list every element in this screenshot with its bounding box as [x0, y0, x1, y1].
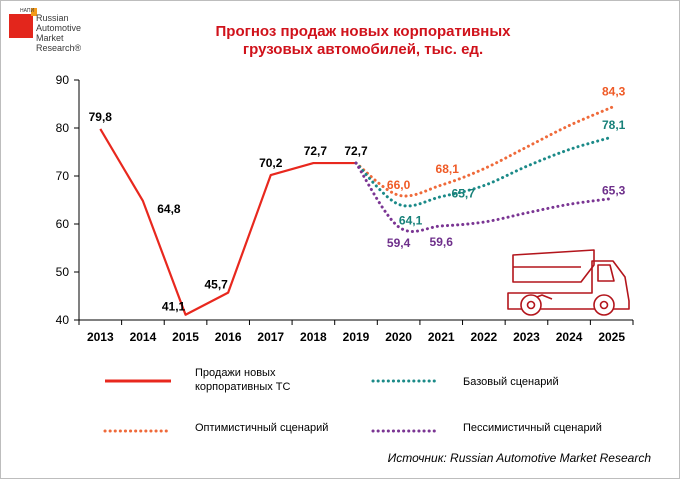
legend: Продажи новых корпоративных ТС Базовый с…	[103, 367, 602, 434]
logo-line-4: Research®	[36, 43, 82, 53]
dump-truck-icon	[507, 249, 630, 316]
logo-small-text: НАПИ	[20, 8, 34, 14]
chart-title-line-2: грузовых автомобилей, тыс. ед.	[243, 41, 483, 58]
legend-item-base: Базовый сценарий	[371, 376, 559, 388]
legend-label-pessimistic: Пессимистичный сценарий	[463, 422, 602, 434]
logo-line-2: Automotive	[36, 23, 81, 33]
y-tick-label-50: 50	[56, 265, 70, 279]
x-tick-label-2015: 2015	[172, 330, 199, 344]
x-tick-label-2014: 2014	[130, 330, 157, 344]
data-labels-group: 79,8 64,8 41,1 45,7 70,2 72,7 72,7 66,0 68,1 84,3…	[89, 84, 626, 313]
x-tick-label-2021: 2021	[428, 330, 455, 344]
x-tick-label-2019: 2019	[343, 330, 370, 344]
data-label-s0-2019: 72,7	[344, 144, 368, 158]
y-tick-label-60: 60	[56, 217, 70, 231]
data-label-s3-2025: 65,3	[602, 184, 626, 198]
data-label-s0-2018: 72,7	[304, 144, 328, 158]
data-label-s0-2015: 41,1	[162, 300, 186, 314]
source-note: Источник: Russian Automotive Market Rese…	[388, 451, 652, 465]
data-label-s1-2021: 68,1	[436, 162, 460, 176]
x-tick-label-2016: 2016	[215, 330, 242, 344]
x-tick-label-2025: 2025	[598, 330, 625, 344]
data-label-s2-2025: 78,1	[602, 118, 626, 132]
logo-red-square	[9, 14, 33, 38]
legend-label-optimistic: Оптимистичный сценарий	[195, 422, 328, 434]
legend-item-sales: Продажи новых корпоративных ТС	[105, 367, 291, 393]
y-tick-label-90: 90	[56, 73, 70, 87]
data-label-s1-2020: 66,0	[387, 178, 411, 192]
series-line-2	[354, 135, 614, 208]
data-label-s0-2014: 64,8	[157, 202, 181, 216]
data-label-s0-2013: 79,8	[89, 110, 113, 124]
x-tick-label-2017: 2017	[257, 330, 284, 344]
y-tick-label-70: 70	[56, 169, 70, 183]
logo-line-3: Market	[36, 33, 64, 43]
legend-label-sales-1: Продажи новых	[195, 367, 276, 379]
data-label-s3-2021: 59,6	[430, 235, 454, 249]
series-line-1	[354, 105, 614, 198]
chart-title-line-1: Прогноз продаж новых корпоративных	[216, 23, 512, 40]
x-tick-label-2018: 2018	[300, 330, 327, 344]
series-line-0	[99, 128, 356, 316]
x-tick-label-2022: 2022	[470, 330, 497, 344]
x-tick-label-2020: 2020	[385, 330, 412, 344]
y-axis: 40 50 60 70 80 90	[56, 73, 80, 327]
legend-item-pessimistic: Пессимистичный сценарий	[371, 422, 602, 434]
data-label-s2-2020: 64,1	[399, 213, 423, 227]
x-axis: 2013 2014 2015 2016 2017 2018 2019 2020 2021 2022…	[78, 319, 634, 344]
series-group	[99, 105, 614, 316]
logo-orange-square	[31, 8, 37, 16]
x-tick-label-2023: 2023	[513, 330, 540, 344]
y-tick-label-80: 80	[56, 121, 70, 135]
x-tick-label-2024: 2024	[556, 330, 583, 344]
legend-label-base: Базовый сценарий	[463, 376, 559, 388]
data-label-s2-2021: 65,7	[452, 187, 476, 201]
x-tick-label-2013: 2013	[87, 330, 114, 344]
logo: НАПИ Russian Automotive Market Research®	[9, 8, 82, 53]
legend-label-sales-2: корпоративных ТС	[195, 381, 291, 393]
data-label-s0-2017: 70,2	[259, 156, 283, 170]
data-label-s0-2016: 45,7	[204, 278, 228, 292]
data-label-s3-2020: 59,4	[387, 236, 411, 250]
data-label-s1-2025: 84,3	[602, 84, 626, 98]
logo-line-1: Russian	[36, 13, 69, 23]
series-line-3	[354, 161, 614, 233]
y-tick-label-40: 40	[56, 313, 70, 327]
legend-item-optimistic: Оптимистичный сценарий	[103, 422, 328, 434]
